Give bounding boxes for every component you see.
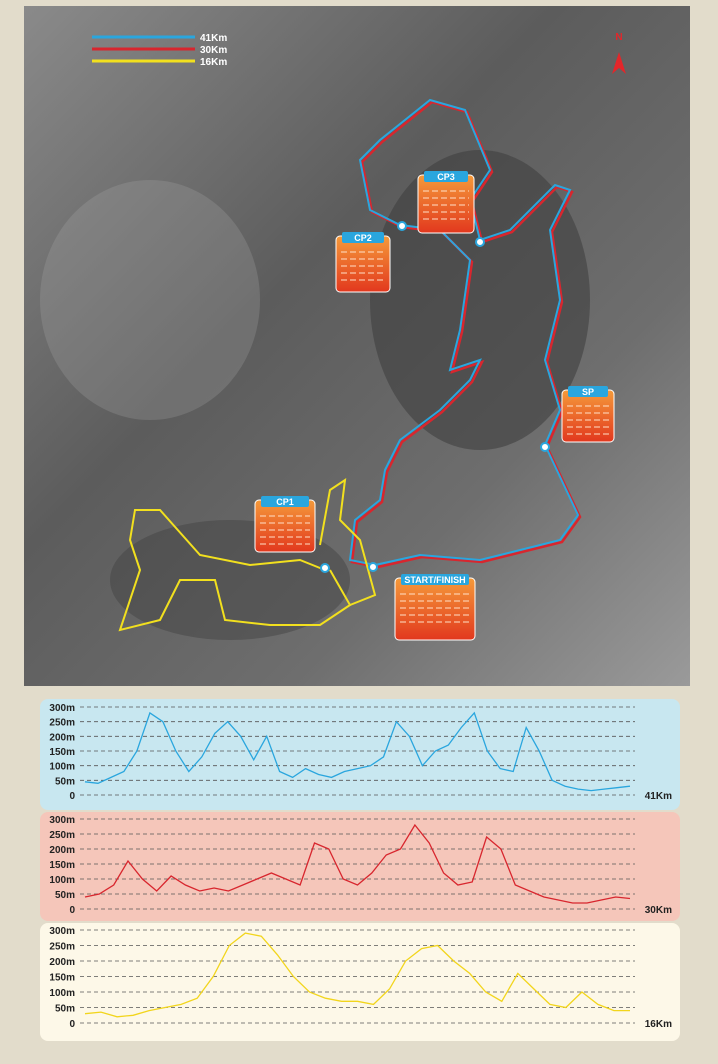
checkpoint-box	[335, 235, 391, 293]
checkpoint-label: CP3	[437, 172, 455, 182]
elevation-line	[84, 823, 631, 904]
y-tick-label: 0	[69, 1019, 75, 1030]
y-tick-label: 250m	[49, 830, 75, 841]
elevation-line	[84, 711, 631, 792]
y-tick-label: 0	[69, 905, 75, 916]
y-tick-label: 200m	[49, 957, 75, 968]
y-tick-label: 100m	[49, 988, 75, 999]
route-30km	[350, 100, 582, 569]
chart-panel	[40, 699, 680, 810]
north-arrow	[612, 52, 626, 74]
checkpoint-marker	[368, 562, 378, 572]
y-tick-label: 0	[69, 791, 75, 802]
checkpoint-header	[342, 232, 384, 243]
checkpoint-marker	[540, 442, 550, 452]
y-tick-label: 250m	[49, 942, 75, 953]
checkpoint-marker	[320, 563, 330, 573]
legend-label: 16Km	[200, 57, 227, 68]
y-tick-label: 100m	[49, 762, 75, 773]
elevation-line	[84, 932, 630, 1018]
route-16km-branch	[319, 477, 377, 606]
route-41km	[348, 98, 580, 566]
y-tick-label: 150m	[49, 860, 75, 871]
y-tick-label: 150m	[49, 973, 75, 984]
y-tick-label: 150m	[49, 747, 75, 758]
y-tick-label: 300m	[49, 703, 75, 714]
checkpoint-box	[417, 174, 475, 234]
route-16km	[118, 509, 352, 632]
y-tick-label: 200m	[49, 845, 75, 856]
checkpoint-label: SP	[582, 387, 594, 397]
y-tick-label: 50m	[55, 890, 75, 901]
checkpoint-header	[568, 386, 608, 397]
checkpoint-label: CP1	[276, 497, 294, 507]
y-tick-label: 200m	[49, 732, 75, 743]
forest-area	[370, 150, 590, 450]
chart-panel	[40, 812, 680, 921]
checkpoint-box	[394, 577, 476, 641]
y-tick-label: 250m	[49, 718, 75, 729]
y-tick-label: 100m	[49, 875, 75, 886]
chart-panel	[40, 923, 680, 1041]
y-tick-label: 300m	[49, 926, 75, 937]
series-label: 41Km	[645, 791, 672, 802]
checkpoint-header	[261, 496, 309, 507]
field-area	[40, 180, 260, 420]
legend-label: 41Km	[200, 33, 227, 44]
checkpoint-marker	[475, 237, 485, 247]
y-tick-label: 300m	[49, 815, 75, 826]
series-label: 30Km	[645, 905, 672, 916]
legend-label: 30Km	[200, 45, 227, 56]
y-tick-label: 50m	[55, 1004, 75, 1015]
checkpoint-label: START/FINISH	[404, 575, 465, 585]
checkpoint-header	[424, 171, 468, 182]
series-label: 16Km	[645, 1019, 672, 1030]
checkpoint-header	[401, 574, 469, 585]
y-tick-label: 50m	[55, 776, 75, 787]
checkpoint-label: CP2	[354, 233, 372, 243]
north-label: N	[615, 32, 622, 43]
checkpoint-marker	[397, 221, 407, 231]
